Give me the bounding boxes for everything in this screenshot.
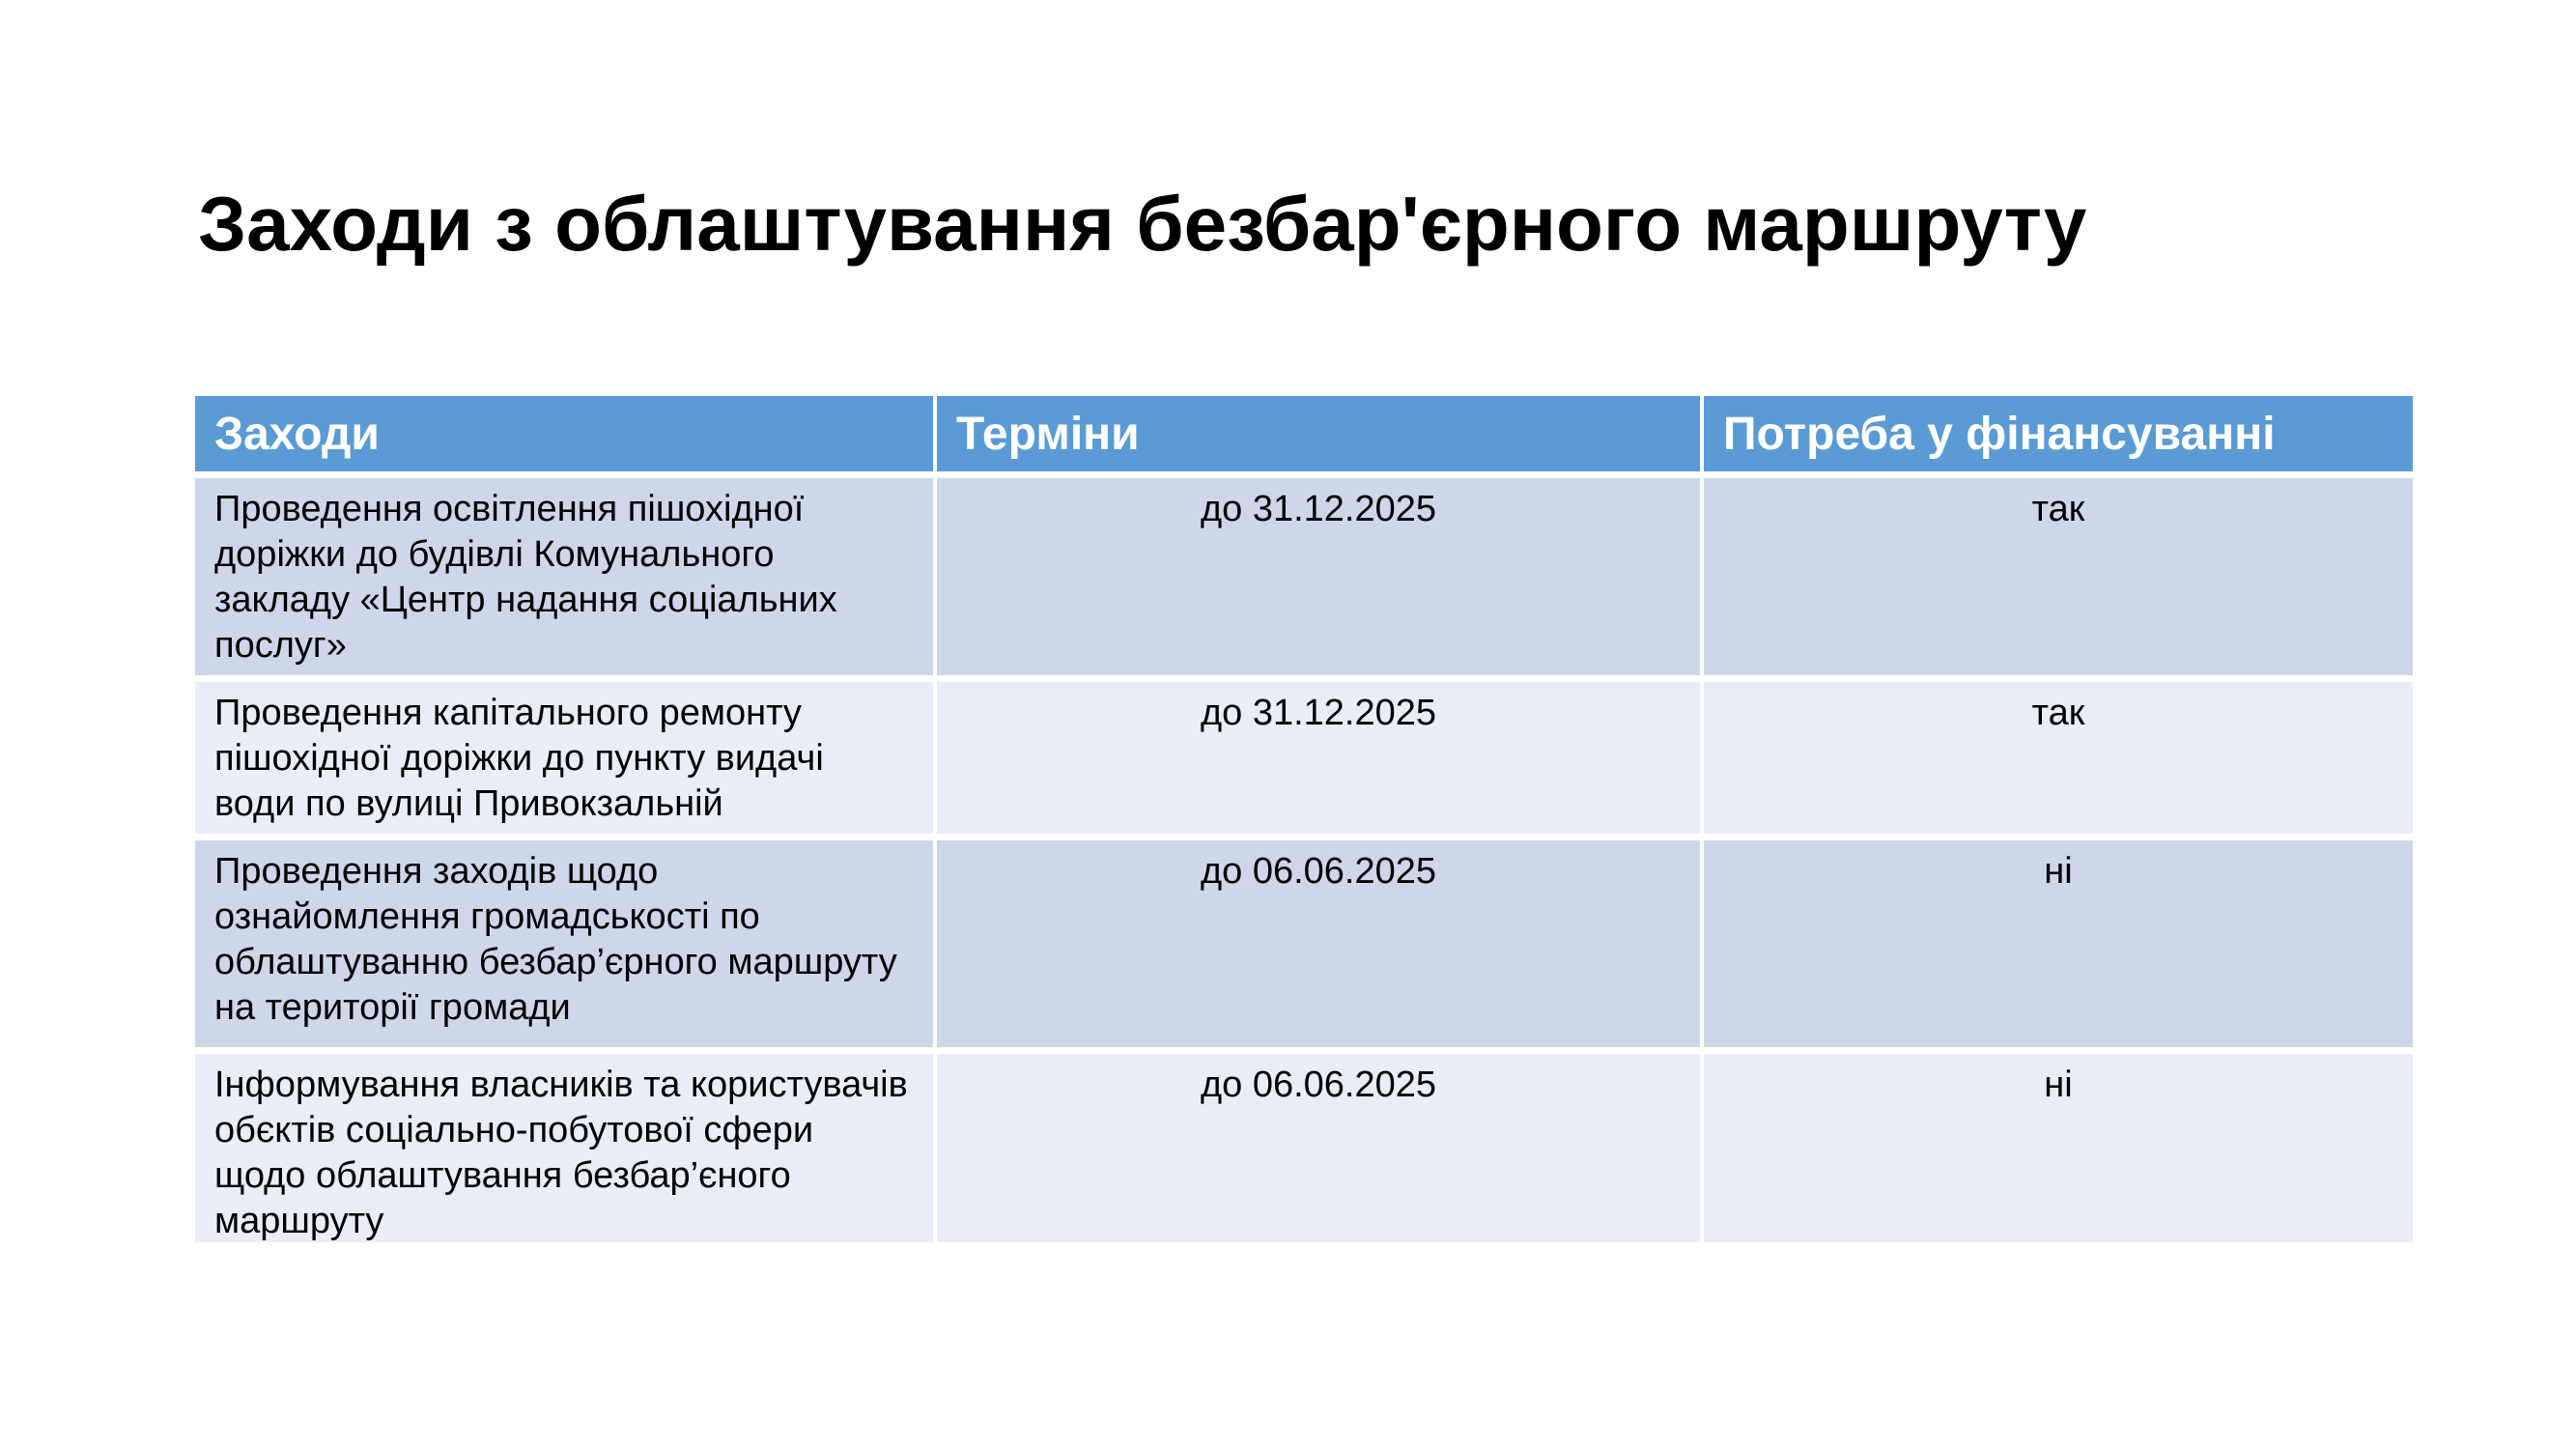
column-header-measures-label: Заходи bbox=[214, 408, 380, 460]
table-row-3-term: до 06.06.2025 bbox=[937, 840, 1700, 1047]
column-header-funding-label: Потреба у фінансуванні bbox=[1723, 408, 2276, 460]
table-row-2-term: до 31.12.2025 bbox=[937, 682, 1700, 834]
table-row-2-funding: так bbox=[1704, 682, 2413, 834]
table-row-2-measure: Проведення капітального ремонту пішохідн… bbox=[195, 682, 933, 834]
column-header-terms: Терміни bbox=[937, 396, 1700, 471]
table-row-1-funding: так bbox=[1704, 478, 2413, 675]
table-row-4-measure: Інформування власників та користувачів о… bbox=[195, 1054, 933, 1242]
column-header-funding: Потреба у фінансуванні bbox=[1704, 396, 2413, 471]
page-title: Заходи з облаштування безбар'єрного марш… bbox=[198, 181, 2087, 267]
table-row-4-funding: ні bbox=[1704, 1054, 2413, 1242]
column-header-terms-label: Терміни bbox=[956, 408, 1140, 460]
measures-table: Заходи Терміни Потреба у фінансуванні Пр… bbox=[195, 396, 2413, 1242]
table-row-1-term: до 31.12.2025 bbox=[937, 478, 1700, 675]
table-row-1-measure: Проведення освітлення пішохідної доріжки… bbox=[195, 478, 933, 675]
table-row-4-term: до 06.06.2025 bbox=[937, 1054, 1700, 1242]
column-header-measures: Заходи bbox=[195, 396, 933, 471]
table-row-3-measure: Проведення заходів щодо ознайомлення гро… bbox=[195, 840, 933, 1047]
table-row-3-funding: ні bbox=[1704, 840, 2413, 1047]
